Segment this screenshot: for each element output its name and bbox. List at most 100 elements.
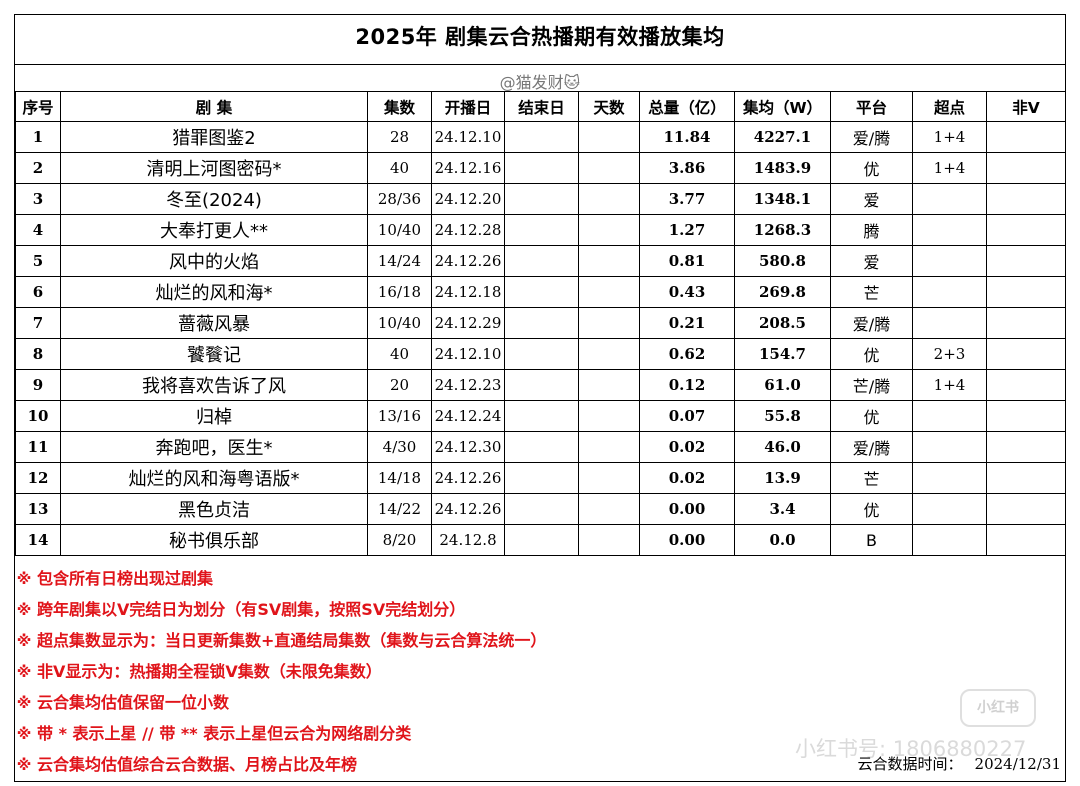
table-row: 8 饕餮记 40 24.12.10 0.62 154.7 优 2+3	[15, 338, 1066, 370]
cell-platform: 腾	[830, 214, 913, 246]
cell-day-count	[578, 493, 640, 525]
cell-super-episodes	[912, 493, 987, 525]
cell-non-v-episodes	[986, 524, 1066, 556]
cell-total-plays: 11.84	[639, 121, 735, 153]
cell-end-date	[504, 369, 579, 401]
cell-drama-name: 灿烂的风和海粤语版*	[60, 462, 368, 494]
cell-end-date	[504, 152, 579, 184]
cell-drama-name: 黑色贞洁	[60, 493, 368, 525]
table-body: 1 猎罪图鉴2 28 24.12.10 11.84 4227.1 爱/腾 1+4 2 清明上河图密…	[15, 121, 1066, 556]
cell-total-plays: 3.77	[639, 183, 735, 215]
cell-total-plays: 0.00	[639, 524, 735, 556]
reference-mark-icon: ※	[16, 663, 32, 681]
cell-row-index: 6	[15, 276, 61, 308]
table-row: 6 灿烂的风和海* 16/18 24.12.18 0.43 269.8 芒	[15, 276, 1066, 308]
cell-platform: 优	[830, 152, 913, 184]
cell-day-count	[578, 183, 640, 215]
cell-end-date	[504, 462, 579, 494]
col-header-start-date: 开播日	[431, 91, 505, 122]
table-row: 1 猎罪图鉴2 28 24.12.10 11.84 4227.1 爱/腾 1+4	[15, 121, 1066, 153]
cell-non-v-episodes	[986, 214, 1066, 246]
cell-platform: 爱/腾	[830, 307, 913, 339]
cell-super-episodes: 2+3	[912, 338, 987, 370]
cell-non-v-episodes	[986, 276, 1066, 308]
cell-non-v-episodes	[986, 431, 1066, 463]
note-item: ※ 包含所有日榜出现过剧集	[15, 563, 213, 594]
table-row: 14 秘书俱乐部 8/20 24.12.8 0.00 0.0 B	[15, 524, 1066, 556]
col-header-non-v: 非V	[986, 91, 1066, 122]
cell-platform: 优	[830, 400, 913, 432]
cell-avg-per-episode: 1483.9	[734, 152, 831, 184]
cell-start-date: 24.12.10	[431, 338, 505, 370]
table-row: 10 归棹 13/16 24.12.24 0.07 55.8 优	[15, 400, 1066, 432]
note-text: 超点集数显示为：当日更新集数+直通结局集数（集数与云合算法统一）	[37, 631, 547, 650]
cell-row-index: 7	[15, 307, 61, 339]
cell-avg-per-episode: 46.0	[734, 431, 831, 463]
cell-end-date	[504, 431, 579, 463]
note-text: 跨年剧集以V完结日为划分（有SV剧集，按照SV完结划分）	[37, 600, 466, 619]
cell-avg-per-episode: 0.0	[734, 524, 831, 556]
note-item: ※ 超点集数显示为：当日更新集数+直通结局集数（集数与云合算法统一）	[15, 625, 547, 656]
cell-non-v-episodes	[986, 369, 1066, 401]
cell-episode-count: 40	[367, 152, 432, 184]
cell-super-episodes	[912, 524, 987, 556]
cell-end-date	[504, 338, 579, 370]
cell-row-index: 14	[15, 524, 61, 556]
table-row: 4 大奉打更人** 10/40 24.12.28 1.27 1268.3 腾	[15, 214, 1066, 246]
note-item: ※ 云合集均估值综合云合数据、月榜占比及年榜	[15, 749, 357, 780]
cell-super-episodes	[912, 400, 987, 432]
cell-super-episodes: 1+4	[912, 121, 987, 153]
cell-episode-count: 8/20	[367, 524, 432, 556]
table-row: 13 黑色贞洁 14/22 24.12.26 0.00 3.4 优	[15, 493, 1066, 525]
cell-episode-count: 14/22	[367, 493, 432, 525]
cell-row-index: 4	[15, 214, 61, 246]
col-header-drama: 剧 集	[60, 91, 368, 122]
cell-super-episodes: 1+4	[912, 152, 987, 184]
cell-day-count	[578, 400, 640, 432]
cell-start-date: 24.12.16	[431, 152, 505, 184]
cell-platform: 优	[830, 493, 913, 525]
cell-start-date: 24.12.30	[431, 431, 505, 463]
cell-total-plays: 0.21	[639, 307, 735, 339]
cell-total-plays: 3.86	[639, 152, 735, 184]
cell-avg-per-episode: 1348.1	[734, 183, 831, 215]
col-header-end-date: 结束日	[504, 91, 579, 122]
cell-avg-per-episode: 269.8	[734, 276, 831, 308]
cell-episode-count: 28	[367, 121, 432, 153]
note-item: ※ 带 * 表示上星 // 带 ** 表示上星但云合为网络剧分类	[15, 718, 412, 749]
cell-end-date	[504, 400, 579, 432]
col-header-platform: 平台	[830, 91, 913, 122]
cell-episode-count: 16/18	[367, 276, 432, 308]
cell-avg-per-episode: 154.7	[734, 338, 831, 370]
cell-super-episodes	[912, 214, 987, 246]
table-row: 11 奔跑吧，医生* 4/30 24.12.30 0.02 46.0 爱/腾	[15, 431, 1066, 463]
cell-drama-name: 灿烂的风和海*	[60, 276, 368, 308]
cell-avg-per-episode: 13.9	[734, 462, 831, 494]
cell-day-count	[578, 245, 640, 277]
cell-day-count	[578, 121, 640, 153]
cell-episode-count: 20	[367, 369, 432, 401]
cell-total-plays: 0.07	[639, 400, 735, 432]
cell-non-v-episodes	[986, 462, 1066, 494]
col-header-avg: 集均（W）	[734, 91, 831, 122]
cell-total-plays: 0.62	[639, 338, 735, 370]
cell-row-index: 11	[15, 431, 61, 463]
col-header-days: 天数	[578, 91, 640, 122]
cell-row-index: 3	[15, 183, 61, 215]
col-header-total: 总量（亿）	[639, 91, 735, 122]
cell-episode-count: 14/24	[367, 245, 432, 277]
reference-mark-icon: ※	[16, 694, 32, 712]
author-handle: @猫发财🐱	[499, 73, 581, 92]
cell-platform: 优	[830, 338, 913, 370]
cell-non-v-episodes	[986, 183, 1066, 215]
cell-platform: 爱	[830, 245, 913, 277]
cell-day-count	[578, 152, 640, 184]
cell-start-date: 24.12.20	[431, 183, 505, 215]
cell-day-count	[578, 431, 640, 463]
data-timestamp-date: 2024/12/31	[974, 755, 1061, 773]
cell-drama-name: 蔷薇风暴	[60, 307, 368, 339]
cell-super-episodes: 1+4	[912, 369, 987, 401]
cell-episode-count: 4/30	[367, 431, 432, 463]
table-row: 2 清明上河图密码* 40 24.12.16 3.86 1483.9 优 1+4	[15, 152, 1066, 184]
cell-start-date: 24.12.10	[431, 121, 505, 153]
